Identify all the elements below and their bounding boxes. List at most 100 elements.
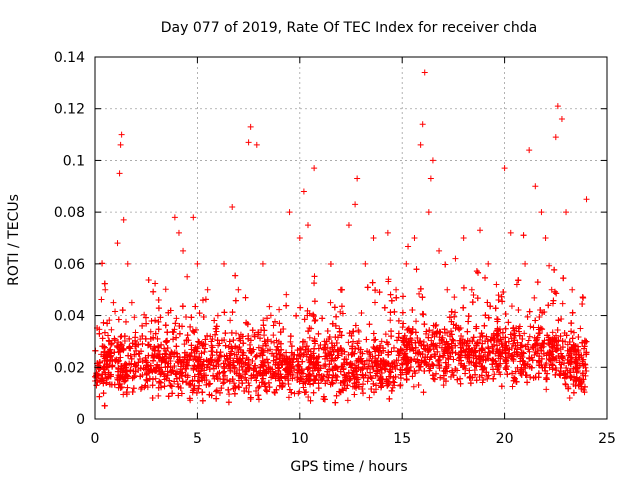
scatter-point-cloud [124, 384, 131, 391]
scatter-point-cloud [515, 306, 522, 313]
scatter-point-cloud [271, 389, 278, 396]
scatter-point-cloud [460, 304, 467, 311]
scatter-point-cloud [149, 395, 156, 402]
scatter-point-cloud [259, 357, 266, 364]
scatter-point-cloud [429, 332, 436, 339]
chart-title: Day 077 of 2019, Rate Of TEC Index for r… [161, 20, 537, 36]
scatter-point-cloud [338, 363, 345, 370]
scatter-point-cloud [530, 324, 537, 331]
scatter-point-cloud [399, 309, 406, 316]
scatter-point-cloud [267, 312, 274, 319]
scatter-point-cloud [393, 294, 400, 301]
scatter-point-cloud [96, 393, 103, 400]
scatter-point-cloud [444, 344, 451, 351]
scatter-point-cloud [186, 395, 193, 402]
scatter-point-cloud [429, 328, 436, 335]
scatter-point-cloud [152, 330, 159, 337]
scatter-point-cloud [195, 338, 202, 345]
scatter-point-cloud [419, 294, 426, 301]
scatter-point-cloud [449, 336, 456, 343]
scatter-point-cloud [510, 377, 517, 384]
scatter-point-cloud [100, 343, 107, 350]
scatter-point-cloud [352, 322, 359, 329]
scatter-point-cloud [446, 349, 453, 356]
scatter-point-cloud [269, 350, 276, 357]
scatter-point-cloud [330, 372, 337, 379]
scatter-point-cloud [231, 351, 238, 358]
scatter-point-cloud [139, 333, 146, 340]
scatter-point-cloud [275, 338, 282, 345]
scatter-point-cloud [332, 322, 339, 329]
scatter-point-cloud [139, 322, 146, 329]
scatter-point-cloud [400, 293, 407, 300]
scatter-point-cloud [311, 280, 318, 287]
scatter-point-cloud [405, 338, 412, 345]
scatter-point-cloud [203, 381, 210, 388]
scatter-point-cloud [500, 288, 507, 295]
scatter-point-cloud [490, 375, 497, 382]
scatter-point-cloud [189, 378, 196, 385]
scatter-point-cloud [171, 378, 178, 385]
scatter-point-cloud [285, 394, 292, 401]
scatter-point-cloud [310, 313, 317, 320]
scatter-point-cloud [183, 313, 190, 320]
scatter-point-cloud [167, 307, 174, 314]
scatter-point-cloud [303, 343, 310, 350]
scatter-point-cloud [115, 357, 122, 364]
scatter-point-cloud [188, 346, 195, 353]
scatter-point-cloud [537, 307, 544, 314]
scatter-point-cloud [315, 380, 322, 387]
scatter-point-cloud [328, 357, 335, 364]
scatter-point-cloud [297, 353, 304, 360]
scatter-point-cloud [479, 340, 486, 347]
scatter-point-cloud [194, 362, 201, 369]
scatter-point-cloud [264, 388, 271, 395]
scatter-point-cloud [200, 314, 207, 320]
scatter-point-cloud [295, 367, 302, 374]
scatter-point-cloud [331, 304, 338, 311]
scatter-point-cloud [173, 334, 180, 341]
scatter-point-cloud [105, 332, 112, 339]
scatter-point-cloud [303, 373, 310, 380]
scatter-point-cloud [387, 373, 394, 380]
scatter-point-cloud [559, 344, 566, 351]
scatter-point-cloud [271, 339, 278, 346]
scatter-point-cloud [545, 302, 552, 309]
scatter-point-cloud [300, 380, 307, 387]
scatter-point-cloud [466, 367, 473, 374]
scatter-point-cloud [131, 372, 138, 379]
scatter-point-cloud [376, 377, 383, 384]
scatter-point-cloud [464, 355, 471, 362]
scatter-point-cloud [488, 333, 495, 340]
scatter-point-cloud [269, 366, 276, 373]
scatter-point-cloud [359, 386, 366, 393]
scatter-point-cloud [174, 353, 181, 360]
scatter-point-cloud [107, 358, 114, 365]
scatter-point-cloud [173, 315, 180, 322]
scatter-point-cloud [386, 395, 393, 402]
scatter-point-cloud [499, 341, 506, 348]
scatter-point-cloud [371, 389, 378, 396]
scatter-point-cloud [155, 318, 162, 325]
scatter-point-cloud [189, 327, 196, 334]
scatter-point-cloud [245, 365, 252, 372]
scatter-point-cloud [485, 314, 492, 321]
scatter-point-cloud [395, 317, 402, 324]
scatter-point-cloud [155, 392, 162, 399]
scatter-point-cloud [430, 375, 437, 382]
scatter-point-cloud [397, 382, 404, 389]
scatter-point-cloud [494, 318, 501, 325]
scatter-point-cloud [128, 355, 135, 362]
scatter-point-cloud [479, 332, 486, 339]
scatter-point-cloud [508, 303, 515, 310]
scatter-point-cloud [272, 318, 279, 325]
scatter-point-cloud [187, 323, 194, 330]
scatter-point-cloud [568, 328, 575, 335]
scatter-point-cloud [487, 303, 494, 310]
scatter-point-cloud [106, 317, 113, 324]
scatter-point-cloud [451, 313, 458, 320]
scatter-point-cloud [164, 372, 171, 379]
scatter-point-cloud [232, 272, 239, 279]
scatter-point-cloud [482, 274, 489, 281]
scatter-point-cloud [312, 340, 319, 347]
